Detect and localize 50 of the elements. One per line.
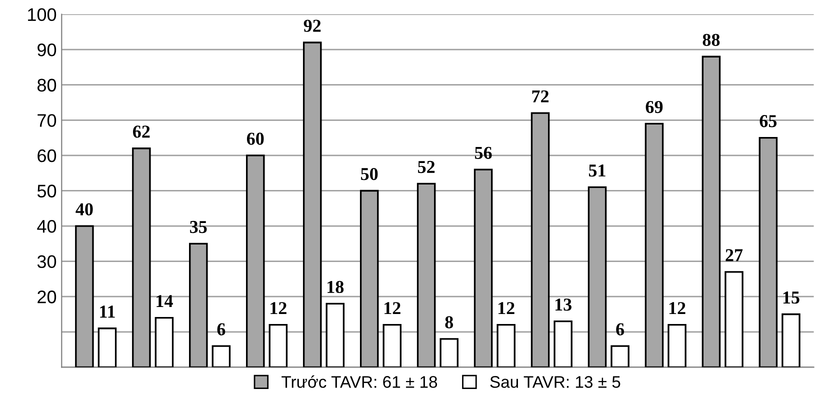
bar <box>668 324 686 368</box>
bar <box>440 338 458 368</box>
data-label: 51 <box>588 164 606 177</box>
data-label: 6 <box>217 323 226 336</box>
y-tick-label: 30 <box>37 255 56 268</box>
data-label: 18 <box>328 280 344 294</box>
y-tick-label: 90 <box>38 44 56 56</box>
bar <box>610 345 630 368</box>
bar <box>724 271 744 368</box>
data-label: 12 <box>384 302 400 314</box>
data-label: 92 <box>304 20 321 32</box>
bar <box>554 320 572 368</box>
legend-label: Trước TAVR: 61 ± 18 <box>282 375 438 388</box>
data-label: 60 <box>246 132 264 145</box>
data-label: 62 <box>133 126 150 138</box>
y-tick-label: 20 <box>38 290 56 304</box>
bar <box>154 316 174 368</box>
data-label: 56 <box>474 146 492 159</box>
bar <box>98 328 117 368</box>
data-label: 14 <box>156 295 173 307</box>
data-label: 12 <box>270 302 286 314</box>
y-tick-label: 80 <box>37 78 56 92</box>
bar <box>496 324 516 368</box>
data-label: 8 <box>445 316 454 328</box>
y-tick-label: 100 <box>28 8 56 21</box>
data-label: 52 <box>418 160 435 174</box>
bar <box>212 345 231 368</box>
data-label: 6 <box>616 323 624 336</box>
data-label: 50 <box>361 168 378 180</box>
bar <box>326 302 345 368</box>
data-label: 88 <box>702 34 720 46</box>
data-label: 12 <box>498 302 514 314</box>
bar <box>268 324 288 368</box>
data-label: 40 <box>76 203 93 216</box>
data-label: 27 <box>726 249 743 262</box>
data-label: 35 <box>190 220 207 234</box>
data-label: 15 <box>783 292 800 304</box>
data-label: 65 <box>760 115 777 128</box>
bar <box>782 313 800 368</box>
data-label: 11 <box>100 306 115 318</box>
data-label: 72 <box>532 90 549 102</box>
y-tick-label: 40 <box>37 220 56 233</box>
bar <box>382 324 402 368</box>
data-label: 69 <box>646 100 663 114</box>
y-tick-label: 60 <box>38 149 56 162</box>
y-tick-label: 70 <box>38 114 56 127</box>
y-tick-label: 50 <box>37 184 56 198</box>
legend-label: Sau TAVR: 13 ± 5 <box>490 376 620 388</box>
data-label: 13 <box>555 298 572 311</box>
data-label: 12 <box>669 302 686 314</box>
